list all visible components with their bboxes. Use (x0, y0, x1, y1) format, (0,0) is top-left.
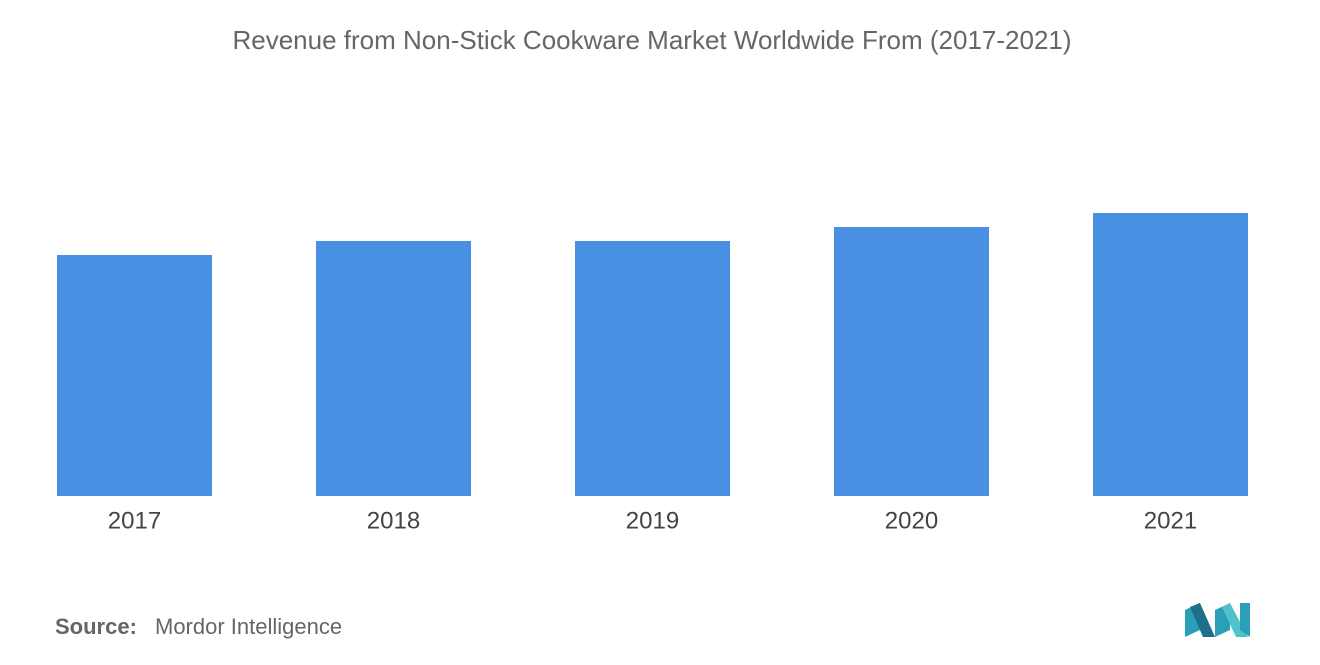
source-label: Source: (55, 614, 137, 639)
bar (316, 241, 471, 496)
x-tick-label: 2021 (1144, 507, 1197, 534)
chart-title: Revenue from Non-Stick Cookware Market W… (232, 25, 1071, 55)
x-tick-label: 2018 (367, 507, 420, 534)
x-tick-label: 2020 (885, 507, 938, 534)
x-tick-label: 2017 (108, 507, 161, 534)
bar (834, 227, 989, 496)
x-tick-label: 2019 (626, 507, 679, 534)
bar (575, 241, 730, 496)
bar (57, 255, 212, 496)
logo (1185, 603, 1250, 637)
source-text: Mordor Intelligence (155, 614, 342, 639)
bar (1093, 213, 1248, 496)
